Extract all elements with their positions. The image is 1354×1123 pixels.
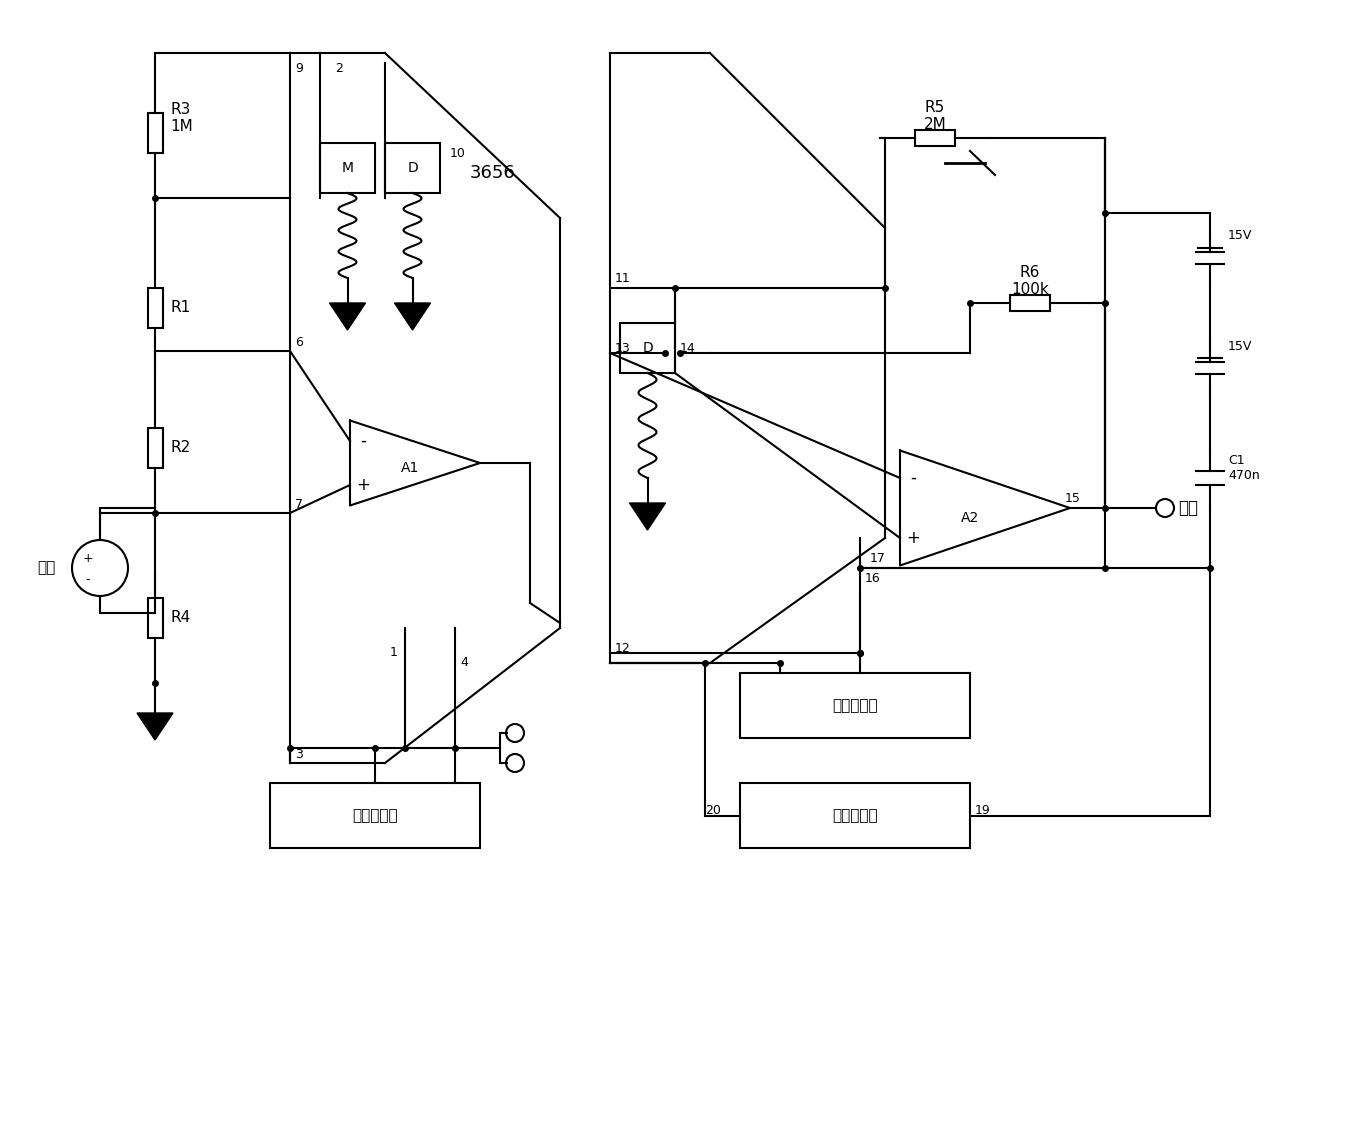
Text: 输出级电源: 输出级电源	[833, 699, 877, 713]
Text: 11: 11	[615, 272, 631, 284]
Text: R3
1M: R3 1M	[171, 102, 192, 135]
Text: 6: 6	[295, 337, 303, 349]
Text: R6
100k: R6 100k	[1011, 265, 1049, 298]
Text: 19: 19	[975, 804, 991, 818]
Polygon shape	[394, 303, 431, 330]
Text: +: +	[906, 529, 919, 547]
Text: 输入: 输入	[37, 560, 56, 575]
Text: D: D	[642, 341, 653, 355]
Bar	[269, 783, 481, 848]
Bar	[1010, 295, 1049, 310]
Text: C1
470n: C1 470n	[1228, 454, 1259, 482]
Text: 7: 7	[295, 499, 303, 511]
Text: D: D	[408, 161, 418, 175]
Text: 15V: 15V	[1228, 339, 1252, 353]
Text: 15: 15	[1066, 492, 1080, 504]
Text: R1: R1	[171, 301, 191, 316]
Text: 2: 2	[334, 62, 343, 74]
Text: -: -	[360, 432, 366, 450]
Text: A2: A2	[961, 511, 979, 524]
Text: 输出: 输出	[1178, 499, 1198, 517]
Text: 16: 16	[865, 572, 880, 584]
Text: 12: 12	[615, 641, 631, 655]
Bar	[741, 783, 969, 848]
Text: 1: 1	[390, 647, 398, 659]
Text: 20: 20	[705, 804, 720, 818]
Text: 4: 4	[460, 657, 468, 669]
Text: -: -	[910, 469, 915, 487]
Bar	[741, 673, 969, 738]
Text: 3656: 3656	[470, 164, 516, 182]
Text: 脉冲发生器: 脉冲发生器	[833, 809, 877, 823]
Bar	[148, 599, 162, 638]
Text: +: +	[83, 551, 93, 565]
Text: R2: R2	[171, 440, 191, 456]
Polygon shape	[137, 713, 173, 740]
Text: 14: 14	[680, 341, 696, 355]
Bar	[148, 287, 162, 328]
Bar	[915, 130, 955, 146]
Text: -: -	[85, 574, 91, 586]
Text: R5
2M: R5 2M	[923, 100, 946, 133]
Text: 输入级电源: 输入级电源	[352, 809, 398, 823]
Text: 17: 17	[871, 551, 886, 565]
Bar	[385, 143, 440, 193]
Polygon shape	[329, 303, 366, 330]
Bar	[320, 143, 375, 193]
Bar	[620, 323, 676, 373]
Text: 10: 10	[450, 146, 466, 159]
Text: 3: 3	[295, 749, 303, 761]
Polygon shape	[630, 503, 666, 530]
Text: R4: R4	[171, 611, 191, 626]
Text: 13: 13	[615, 341, 631, 355]
Bar	[148, 428, 162, 468]
Text: A1: A1	[401, 462, 420, 475]
Bar	[148, 113, 162, 153]
Text: 9: 9	[295, 62, 303, 74]
Text: M: M	[341, 161, 353, 175]
Text: 15V: 15V	[1228, 229, 1252, 243]
Text: +: +	[356, 476, 370, 494]
